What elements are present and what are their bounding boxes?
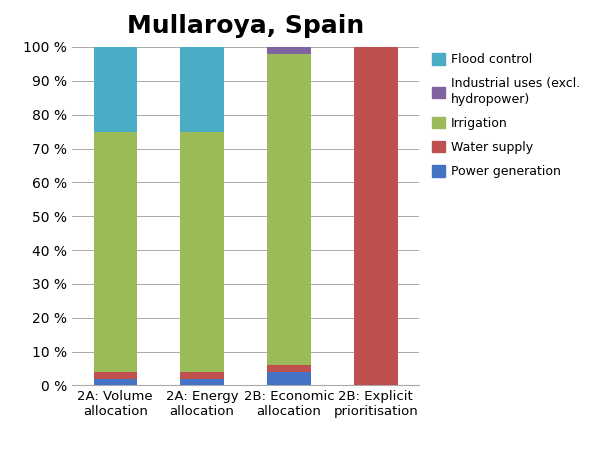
Legend: Flood control, Industrial uses (excl.
hydropower), Irrigation, Water supply, Pow: Flood control, Industrial uses (excl. hy… — [432, 53, 580, 178]
Bar — [267, 365, 311, 372]
Bar — [354, 47, 398, 385]
Bar — [267, 372, 311, 385]
Bar — [180, 47, 224, 132]
Title: Mullaroya, Spain: Mullaroya, Spain — [127, 14, 364, 38]
Bar — [180, 132, 224, 372]
Bar — [93, 47, 137, 132]
Bar — [93, 372, 137, 379]
Bar — [267, 47, 311, 54]
Bar — [180, 372, 224, 379]
Bar — [93, 379, 137, 385]
Bar — [180, 379, 224, 385]
Bar — [93, 132, 137, 372]
Bar — [267, 54, 311, 365]
